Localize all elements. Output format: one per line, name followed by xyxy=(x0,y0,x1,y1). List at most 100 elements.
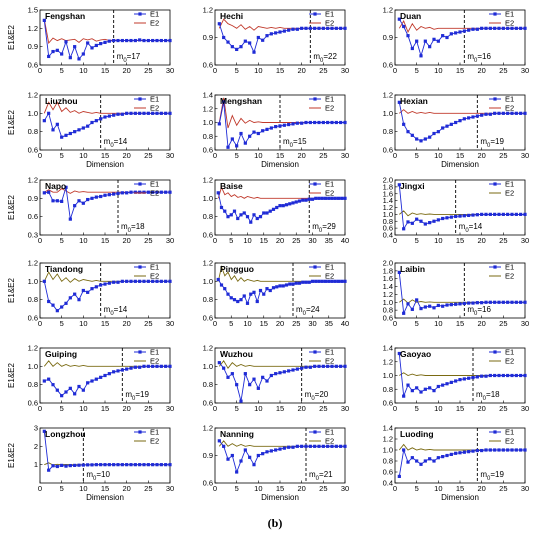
series-e1-point xyxy=(406,130,410,134)
series-e1-point xyxy=(471,449,475,453)
legend-e1-label: E1 xyxy=(150,263,159,272)
y-tick-label: 1 xyxy=(34,460,38,469)
y-axis-label: E1&E2 xyxy=(7,277,16,302)
series-e1-point xyxy=(64,390,68,394)
series-e1-point xyxy=(406,34,410,38)
series-e1-point xyxy=(81,52,85,56)
series-e1-point xyxy=(86,124,90,128)
y-tick-label: 0.8 xyxy=(383,385,393,394)
legend-e1-marker xyxy=(313,430,317,434)
series-e1-point xyxy=(155,364,159,368)
series-e1-point xyxy=(164,111,168,115)
series-e1-point xyxy=(501,111,505,115)
x-tick-label: 20 xyxy=(297,404,305,413)
series-e1-point xyxy=(47,54,51,59)
x-tick-label: 25 xyxy=(144,151,152,160)
series-e1-point xyxy=(60,463,64,467)
series-e1-point xyxy=(248,41,252,45)
x-tick-label: 20 xyxy=(297,66,305,75)
series-e1-point xyxy=(252,130,256,134)
panel-title: Liuzhou xyxy=(45,96,78,106)
series-e1-point xyxy=(255,216,259,221)
series-e1-point xyxy=(419,390,423,394)
x-tick-label: 10 xyxy=(243,319,251,328)
series-e1-point xyxy=(265,211,269,215)
series-e1-point xyxy=(112,192,116,196)
series-e1-point xyxy=(304,26,308,30)
series-e1-point xyxy=(419,54,423,58)
y-tick-label: 0.8 xyxy=(383,127,393,136)
series-e1-point xyxy=(340,279,344,283)
series-e1-point xyxy=(120,368,124,372)
legend-e2-label: E2 xyxy=(150,357,159,366)
y-tick-label: 0.8 xyxy=(203,212,213,221)
x-tick-label: 10 xyxy=(79,66,87,75)
series-e1-point xyxy=(497,448,501,452)
series-e1-point xyxy=(514,448,518,452)
series-e1-point xyxy=(120,279,124,283)
series-e1-point xyxy=(256,35,260,40)
threshold-label: m0=24 xyxy=(296,305,320,317)
series-e1-point xyxy=(458,451,462,455)
series-e1-point xyxy=(129,366,133,370)
series-e1-point xyxy=(339,444,343,448)
series-e1-point xyxy=(506,111,510,115)
series-e1-point xyxy=(73,392,77,396)
legend-e1-marker xyxy=(313,12,317,16)
series-e1-point xyxy=(64,185,68,189)
series-e1-point xyxy=(275,205,279,210)
x-tick-label: 20 xyxy=(477,319,485,328)
x-tick-label: 10 xyxy=(434,151,442,160)
x-tick-label: 25 xyxy=(319,66,327,75)
series-e1-point xyxy=(436,218,440,222)
legend-e2-label: E2 xyxy=(505,357,514,366)
x-tick-label: 15 xyxy=(260,236,268,245)
y-tick-label: 2.0 xyxy=(383,176,393,185)
series-e1-point xyxy=(265,450,269,454)
series-e1-line xyxy=(43,112,170,138)
series-e1-point xyxy=(120,112,124,116)
series-e1-point xyxy=(480,26,484,30)
series-e1-point xyxy=(343,444,347,448)
series-e1-point xyxy=(77,57,81,61)
series-e1-point xyxy=(310,279,315,283)
y-tick-label: 0.6 xyxy=(28,314,38,323)
y-tick-label: 1.0 xyxy=(383,371,393,380)
series-e1-point xyxy=(275,285,279,289)
series-e1-point xyxy=(103,40,107,44)
x-tick-label: 0 xyxy=(38,319,42,328)
series-e1-point xyxy=(129,111,133,115)
series-e1-point xyxy=(99,375,103,379)
series-e1-point xyxy=(262,292,266,296)
series-e1-point xyxy=(330,196,334,200)
x-tick-label: 15 xyxy=(260,319,268,328)
series-e1-point xyxy=(245,301,250,305)
x-tick-label: 20 xyxy=(122,404,130,413)
series-e1-point xyxy=(506,300,510,304)
series-e1-point xyxy=(432,131,436,136)
threshold-label: m0=15 xyxy=(283,137,307,149)
legend-e1-label: E1 xyxy=(150,428,159,437)
series-e1-point xyxy=(138,111,142,115)
series-e1-point xyxy=(436,39,440,43)
panel-laibin: 0 5 10 15 20 25 30 0.60.81.01.21.41.61.82.0 m0=1… xyxy=(383,259,530,329)
series-e1-point xyxy=(73,292,77,296)
legend-e2-label: E2 xyxy=(325,272,334,281)
x-tick-label: 5 xyxy=(229,319,233,328)
x-tick-label: 30 xyxy=(341,484,349,493)
series-e1-point xyxy=(42,279,46,283)
series-e1-point xyxy=(397,474,401,478)
y-axis-label: E1&E2 xyxy=(7,194,16,219)
series-e1-point xyxy=(326,26,330,30)
series-e1-point xyxy=(475,114,479,118)
series-e1-point xyxy=(471,213,475,217)
y-tick-label: 1.6 xyxy=(383,274,393,283)
x-tick-label: 20 xyxy=(477,66,485,75)
x-tick-label: 5 xyxy=(415,236,419,245)
series-e1-point xyxy=(138,38,142,42)
panel-title: Baise xyxy=(220,181,243,191)
series-e1-point xyxy=(297,281,302,285)
x-tick-label: 25 xyxy=(499,319,507,328)
series-e1-point xyxy=(68,131,72,136)
